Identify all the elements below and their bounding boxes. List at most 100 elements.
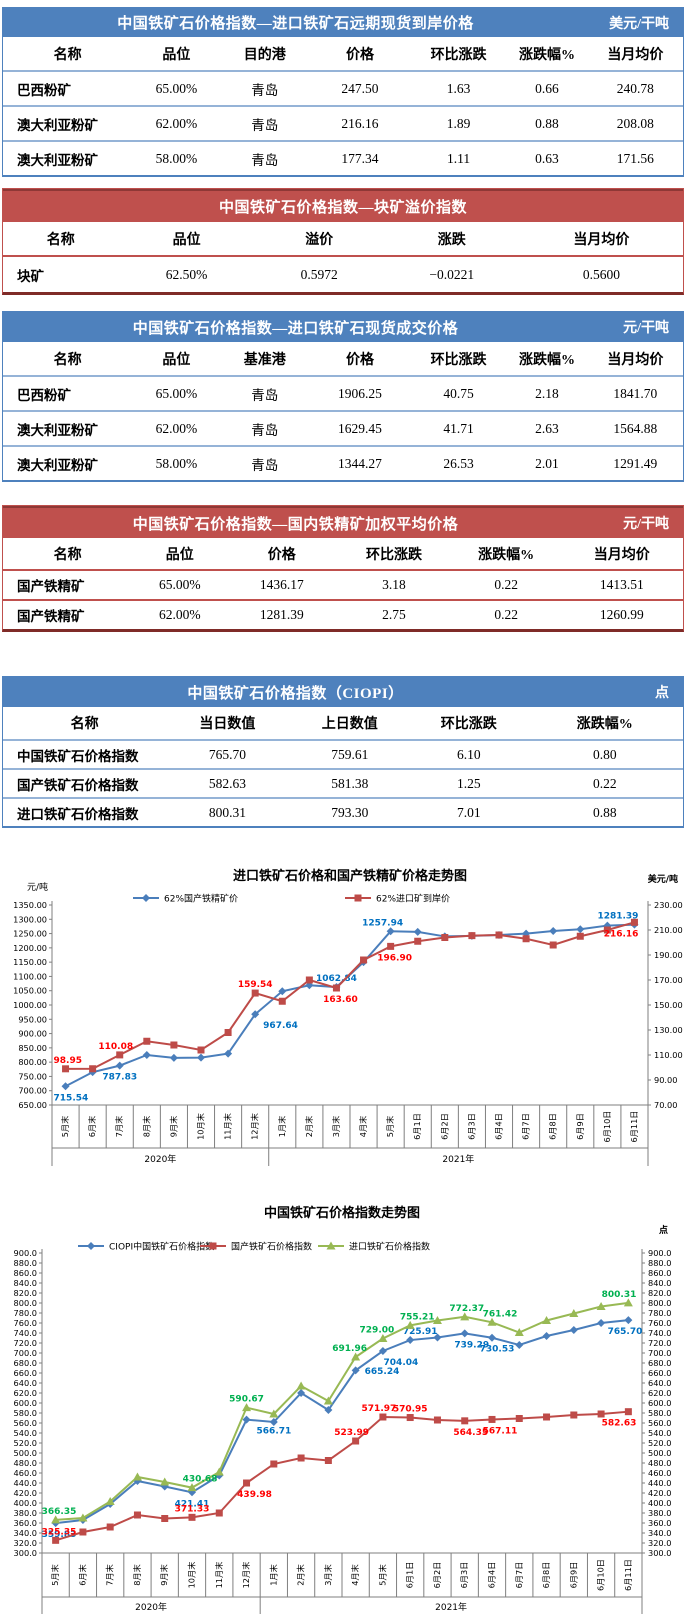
left-tick-label: 340.0 xyxy=(14,1528,37,1538)
category-label: 6月4日 xyxy=(494,1113,504,1140)
table-domestic-concentrate-title-band: 中国铁矿石价格指数—国内铁精矿加权平均价格 元/干吨 xyxy=(3,506,683,538)
value-cell: 2.75 xyxy=(382,607,406,622)
column-header: 名称 xyxy=(53,47,82,63)
data-point-marker xyxy=(360,956,368,964)
left-tick-label: 720.0 xyxy=(14,1338,37,1348)
left-tick-label: 1150.00 xyxy=(13,957,47,967)
data-point-label: 765.70 xyxy=(608,1327,643,1337)
value-cell: 62.50% xyxy=(165,266,208,282)
value-cell: 62.00% xyxy=(155,420,198,436)
data-point-marker xyxy=(488,1333,496,1342)
value-cell: 6.10 xyxy=(456,746,481,762)
value-cell: 1.25 xyxy=(456,775,481,791)
value-cell: −0.0221 xyxy=(429,266,475,282)
data-point-marker xyxy=(406,1414,414,1422)
data-point-marker xyxy=(522,935,530,943)
category-label: 3月末 xyxy=(331,1116,341,1138)
left-tick-label: 400.0 xyxy=(14,1498,37,1508)
category-label: 6月8日 xyxy=(541,1562,551,1589)
table-row: 国产铁精矿 65.00% 1436.17 3.18 0.22 1413.51 xyxy=(3,569,683,599)
column-header: 当月均价 xyxy=(573,232,630,248)
column-header: 环比涨跌 xyxy=(365,547,422,563)
right-tick-label: 640.0 xyxy=(648,1378,671,1388)
category-label: 4月末 xyxy=(358,1116,368,1138)
data-point-marker xyxy=(624,1408,632,1416)
left-axis-unit: 元/吨 xyxy=(27,881,48,893)
data-point-marker xyxy=(543,1413,551,1421)
left-tick-label: 520.0 xyxy=(14,1438,37,1448)
data-point-marker xyxy=(89,1065,97,1073)
data-point-marker xyxy=(515,1415,523,1422)
column-header: 当月均价 xyxy=(607,47,664,63)
data-point-label: 739.29 xyxy=(454,1340,489,1350)
value-cell: 1.63 xyxy=(446,80,471,96)
right-tick-label: 130.00 xyxy=(654,1025,683,1035)
column-header: 品位 xyxy=(172,232,201,248)
data-point-marker xyxy=(251,989,259,997)
table-row: 国产铁矿石价格指数 582.63 581.38 1.25 0.22 xyxy=(3,768,683,797)
legend-item: 国产铁矿石价格指数 xyxy=(200,1241,312,1253)
right-tick-label: 90.00 xyxy=(654,1075,677,1085)
category-label: 8月末 xyxy=(132,1564,142,1586)
data-point-marker xyxy=(597,1410,605,1418)
column-header: 当日数值 xyxy=(199,717,256,732)
right-tick-label: 700.0 xyxy=(648,1348,671,1358)
data-point-marker xyxy=(461,1417,469,1425)
series-62%国产铁精矿价: 715.54 787.83 967.64 1062.84 1257.94 1281.39 xyxy=(54,912,639,1103)
right-tick-label: 760.0 xyxy=(648,1318,671,1328)
left-tick-label: 820.0 xyxy=(14,1288,37,1298)
value-cell: 0.22 xyxy=(494,607,518,622)
left-tick-label: 1200.00 xyxy=(13,943,47,953)
data-point-label: 755.21 xyxy=(400,1312,435,1322)
data-point-marker xyxy=(160,1477,170,1486)
category-label: 6月7日 xyxy=(514,1562,524,1589)
data-point-marker xyxy=(352,1437,360,1445)
row-name-cell: 澳大利亚粉矿 xyxy=(17,422,98,438)
row-name-cell: 进口铁矿石价格指数 xyxy=(17,806,139,822)
value-cell: 65.00% xyxy=(158,577,201,592)
data-point-label: 1281.39 xyxy=(597,912,638,922)
left-tick-label: 600.0 xyxy=(14,1398,37,1408)
category-label: 6月3日 xyxy=(459,1562,469,1589)
table-row: 澳大利亚粉矿 62.00% 青岛 216.16 1.89 0.88 208.08 xyxy=(3,105,683,140)
value-cell: 62.00% xyxy=(158,607,201,622)
right-tick-label: 230.00 xyxy=(654,900,683,910)
category-label: 6月2日 xyxy=(439,1113,449,1140)
column-header: 价格 xyxy=(345,352,374,368)
data-point-marker xyxy=(116,1051,124,1059)
data-point-label: 570.95 xyxy=(393,1405,428,1415)
value-cell: 2.63 xyxy=(535,420,559,436)
right-tick-label: 620.0 xyxy=(648,1388,671,1398)
left-tick-label: 420.0 xyxy=(14,1488,37,1498)
legend-label: CIOPI中国铁矿石价格指数 xyxy=(109,1241,214,1253)
left-tick-label: 680.0 xyxy=(14,1358,37,1368)
row-name-cell: 中国铁矿石价格指数 xyxy=(17,748,139,764)
legend-item: CIOPI中国铁矿石价格指数 xyxy=(78,1241,214,1253)
value-cell: 0.80 xyxy=(592,746,617,762)
series-line xyxy=(55,1410,629,1542)
table-row: 国产铁精矿 62.00% 1281.39 2.75 0.22 1260.99 xyxy=(3,599,683,629)
data-point-marker xyxy=(105,1497,115,1505)
data-point-marker xyxy=(132,1472,142,1481)
data-point-marker xyxy=(624,1316,633,1325)
data-point-label: 163.60 xyxy=(323,995,358,1005)
column-header: 环比涨跌 xyxy=(440,717,497,732)
category-label: 2月末 xyxy=(304,1116,314,1138)
right-tick-label: 110.00 xyxy=(654,1050,683,1060)
right-tick-label: 540.0 xyxy=(648,1428,671,1438)
left-tick-label: 700.0 xyxy=(14,1348,37,1358)
row-name-cell: 巴西粉矿 xyxy=(17,82,71,98)
left-tick-label: 750.00 xyxy=(18,1071,47,1081)
data-point-label: 967.64 xyxy=(263,1021,298,1031)
data-point-marker xyxy=(270,1460,278,1468)
value-cell: 3.18 xyxy=(382,577,406,592)
value-cell: 1344.27 xyxy=(338,455,382,471)
value-cell: 1841.70 xyxy=(613,385,658,401)
data-point-marker xyxy=(243,1479,251,1487)
data-point-marker xyxy=(468,932,476,940)
right-tick-label: 480.0 xyxy=(648,1458,671,1468)
value-cell: 1906.25 xyxy=(338,385,382,401)
column-header: 价格 xyxy=(345,47,374,63)
data-point-marker xyxy=(297,1454,305,1462)
